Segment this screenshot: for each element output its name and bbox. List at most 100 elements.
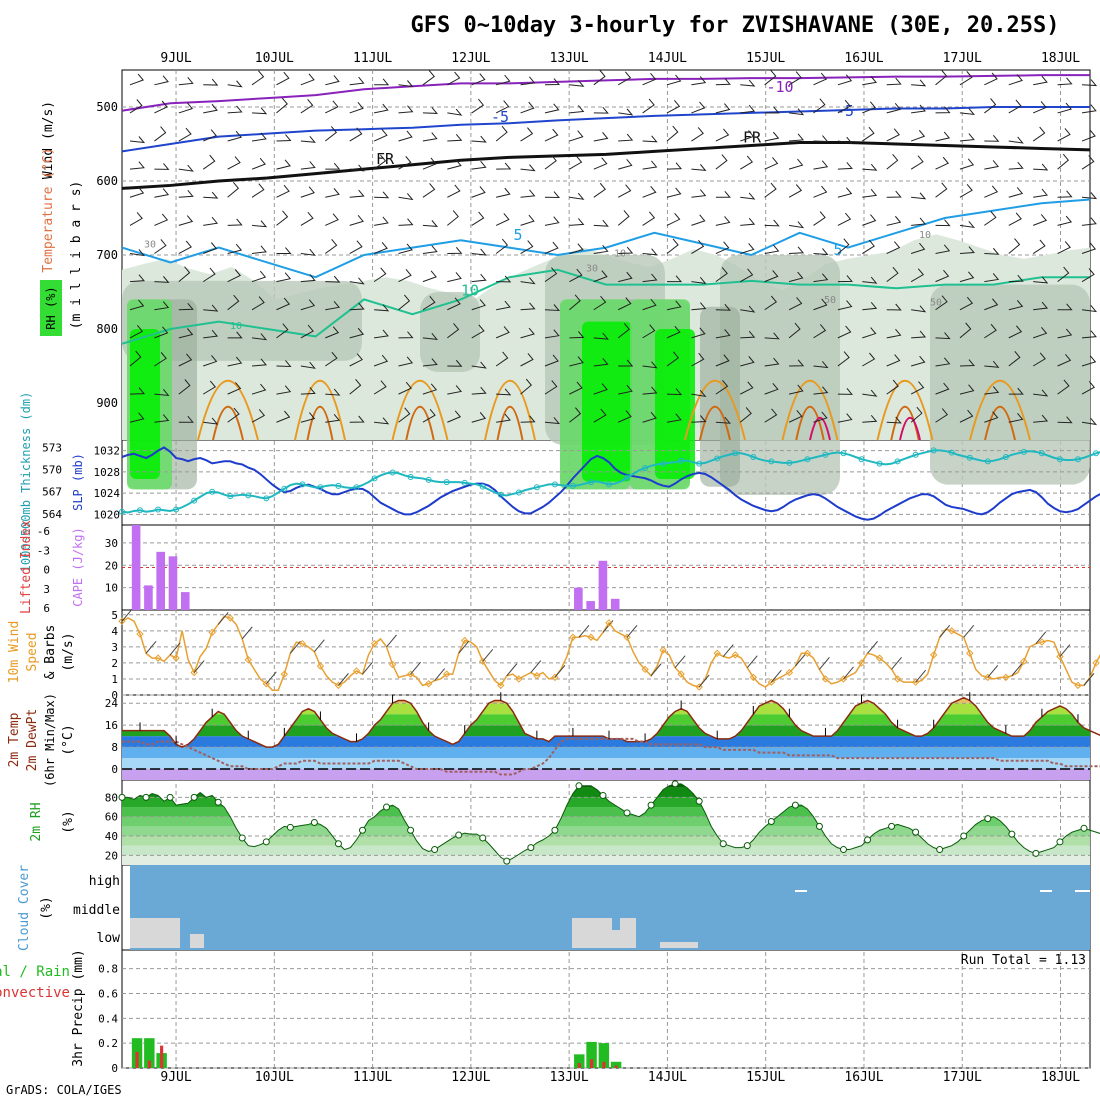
wind-barb bbox=[789, 359, 805, 367]
wind-barb bbox=[544, 216, 560, 226]
thickness-tick: 573 bbox=[42, 441, 62, 454]
thickness-point bbox=[1038, 450, 1045, 457]
wind-barb bbox=[862, 389, 878, 397]
wind-barb bbox=[398, 243, 413, 255]
surface-wind-barb bbox=[1059, 644, 1071, 657]
wind-barb bbox=[959, 359, 975, 367]
wind-barb bbox=[1008, 187, 1024, 198]
wind-barb bbox=[544, 191, 561, 199]
wind-barb bbox=[642, 73, 657, 86]
wind-barb bbox=[862, 163, 878, 171]
wind-barb bbox=[325, 275, 341, 283]
wind-barb bbox=[642, 248, 658, 256]
wind-barb bbox=[471, 160, 487, 170]
wind-barb bbox=[642, 98, 655, 114]
wind-barb bbox=[544, 128, 559, 142]
wind-barb bbox=[251, 333, 268, 341]
thickness-point bbox=[461, 479, 468, 486]
wind-barb bbox=[251, 245, 267, 255]
wind-barb bbox=[959, 271, 975, 283]
wind-barb bbox=[202, 154, 216, 170]
rh-shading-90 bbox=[130, 329, 160, 479]
wind-barb bbox=[617, 297, 632, 311]
wind-barb bbox=[593, 332, 609, 340]
wind-barb bbox=[373, 267, 387, 283]
wind-barb bbox=[569, 407, 582, 423]
precip-tick: 0.8 bbox=[98, 963, 118, 976]
wind-barb bbox=[154, 326, 169, 339]
wind-barb bbox=[349, 189, 365, 198]
surface-wind-barb bbox=[939, 624, 951, 638]
lifted-index-tick: -6 bbox=[37, 525, 50, 538]
wind-barb bbox=[911, 217, 927, 226]
wind-barb bbox=[276, 159, 291, 170]
wind-barb bbox=[227, 130, 242, 142]
wind-barb bbox=[1081, 418, 1098, 426]
wind-barb bbox=[300, 161, 316, 170]
date-label-top: 10JUL bbox=[255, 51, 294, 66]
wind-barb bbox=[374, 191, 390, 199]
wind-barb bbox=[910, 268, 925, 283]
thickness-point bbox=[606, 481, 613, 488]
rh-point bbox=[984, 815, 992, 823]
wind-barb bbox=[252, 220, 268, 228]
wind-barb bbox=[935, 382, 950, 395]
date-label-top: 11JUL bbox=[353, 51, 392, 66]
date-label-top: 14JUL bbox=[648, 51, 687, 66]
rh-point bbox=[238, 834, 246, 842]
wind-barb bbox=[520, 415, 536, 423]
thickness-point bbox=[732, 450, 739, 457]
wind-barb bbox=[935, 156, 950, 170]
wind-barb bbox=[349, 302, 365, 311]
wind-speed-point bbox=[839, 675, 848, 683]
chart-title: GFS 0~10day 3-hourly for ZVISHAVANE (30E… bbox=[410, 13, 1059, 38]
wind-speed-point bbox=[767, 678, 776, 686]
wind-barb bbox=[569, 79, 585, 87]
wind-barb bbox=[886, 154, 899, 170]
wind-barb bbox=[764, 219, 780, 227]
wind-barb bbox=[251, 383, 267, 395]
wind-barb bbox=[862, 352, 876, 367]
wind-barb bbox=[740, 330, 756, 339]
thickness-point bbox=[678, 457, 685, 464]
wind-barb bbox=[1008, 238, 1021, 254]
wind-barb bbox=[227, 105, 243, 114]
wind-barb bbox=[959, 133, 975, 142]
wind-speed-point bbox=[551, 673, 559, 682]
wind-barb bbox=[593, 245, 609, 255]
wind-barb bbox=[154, 213, 169, 226]
wind-speed-point bbox=[1002, 673, 1010, 682]
wind-barb bbox=[886, 328, 902, 339]
date-labels-top: 9JUL 10JUL 11JUL 12JUL 13JUL 14JUL 15JUL 16JUL 1… bbox=[160, 51, 1080, 66]
wind-barb bbox=[1057, 266, 1070, 283]
wind-barb bbox=[349, 240, 363, 254]
wind-barb bbox=[764, 244, 780, 255]
date-label-bottom: 15JUL bbox=[746, 1070, 785, 1085]
wind-barb bbox=[959, 384, 975, 395]
wind-barbs bbox=[129, 69, 1098, 426]
wind-barb bbox=[374, 216, 389, 226]
wind-barb bbox=[422, 220, 439, 227]
wind-barb bbox=[373, 241, 388, 254]
wind-barb bbox=[813, 185, 828, 198]
wind-barb bbox=[300, 211, 314, 226]
wind-speed-point bbox=[623, 633, 631, 641]
wind-speed-point bbox=[118, 617, 126, 625]
wind-barb bbox=[666, 238, 679, 254]
wind-barb bbox=[910, 242, 926, 254]
wind-barb bbox=[178, 379, 191, 395]
precip-total-bar bbox=[574, 1054, 585, 1068]
date-label-bottom: 14JUL bbox=[648, 1070, 687, 1085]
surface-wind-barb bbox=[145, 640, 157, 654]
wind-barb bbox=[764, 295, 778, 311]
wind-barb bbox=[959, 409, 974, 423]
precip-convective-bar bbox=[602, 1061, 606, 1068]
temp-ylabel-2: 2m DewPt bbox=[25, 709, 40, 772]
temp-contour-minus5 bbox=[121, 106, 1090, 153]
wind-barb bbox=[398, 156, 412, 170]
thickness-point bbox=[191, 497, 198, 504]
slp-tick: 1028 bbox=[94, 466, 121, 479]
wind-barb bbox=[251, 296, 265, 311]
wind-barb bbox=[398, 268, 412, 283]
wind-barb bbox=[1033, 214, 1048, 226]
